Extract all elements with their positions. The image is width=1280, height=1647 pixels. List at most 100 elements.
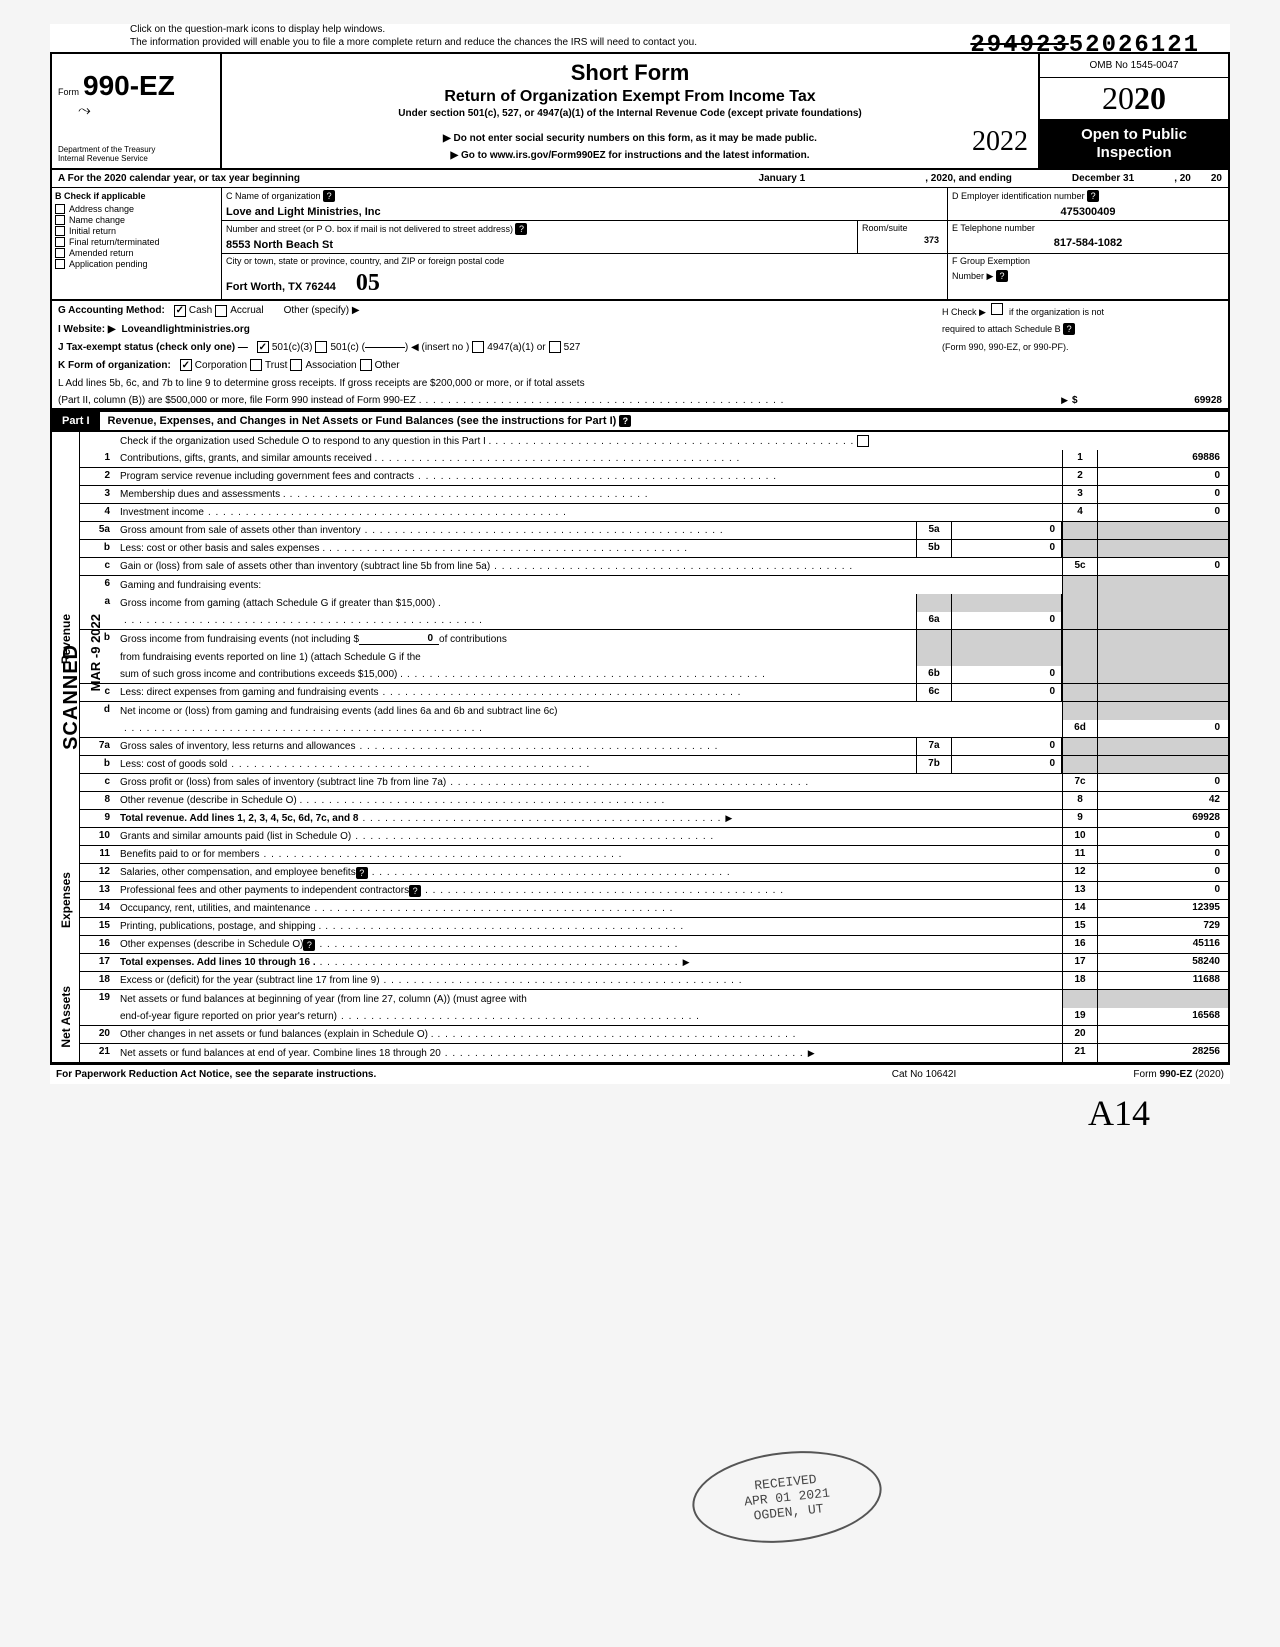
section-bcdef: B Check if applicable Address change Nam… xyxy=(50,188,1230,301)
insp-line2: Inspection xyxy=(1044,144,1224,162)
e-label: E Telephone number xyxy=(948,221,1228,235)
row-a: A For the 2020 calendar year, or tax yea… xyxy=(50,170,1230,188)
line6c-val: 0 xyxy=(952,684,1062,701)
line9-val: 69928 xyxy=(1098,810,1228,827)
line10-desc: Grants and similar amounts paid (list in… xyxy=(120,831,351,842)
l-text2: (Part II, column (B)) are $500,000 or mo… xyxy=(58,395,421,406)
h-txt1: H Check ▶ xyxy=(942,307,986,317)
title-under: Under section 501(c), 527, or 4947(a)(1)… xyxy=(232,108,1028,119)
chk-other-org[interactable] xyxy=(360,359,372,371)
rowA-pre: A For the 2020 calendar year, or tax yea… xyxy=(58,173,300,184)
line7b-val: 0 xyxy=(952,756,1062,773)
line4-val: 0 xyxy=(1098,504,1228,521)
col-b: B Check if applicable Address change Nam… xyxy=(52,188,222,299)
line5a-val: 0 xyxy=(952,522,1062,539)
scanned-stamp: SCANNED xyxy=(60,644,83,750)
chk-schedule-o[interactable] xyxy=(857,435,869,447)
dept-text: Department of the Treasury Internal Reve… xyxy=(58,146,155,164)
line6b-d2: from fundraising events reported on line… xyxy=(120,652,421,663)
addr-label: Number and street (or P O. box if mail i… xyxy=(226,224,513,234)
line3-val: 0 xyxy=(1098,486,1228,503)
h-txt3: required to attach Schedule B xyxy=(942,324,1061,334)
footer-left: For Paperwork Reduction Act Notice, see … xyxy=(56,1069,824,1080)
g-other: Other (specify) ▶ xyxy=(284,305,360,316)
revenue-side-label: Revenue xyxy=(52,450,80,828)
part1-check-text: Check if the organization used Schedule … xyxy=(120,436,491,447)
line6d-desc: Net income or (loss) from gaming and fun… xyxy=(120,706,557,717)
insp-line1: Open to Public xyxy=(1044,126,1224,144)
chk-cash[interactable]: ✓ xyxy=(174,305,186,317)
line6b-d3: sum of such gross income and contributio… xyxy=(120,669,403,680)
line5b-val: 0 xyxy=(952,540,1062,557)
line-l1: L Add lines 5b, 6c, and 7b to line 9 to … xyxy=(50,374,1230,392)
chk-501c[interactable] xyxy=(315,341,327,353)
omb-number: OMB No 1545-0047 xyxy=(1040,54,1228,78)
help-icon[interactable]: ? xyxy=(409,885,421,897)
line15-desc: Printing, publications, postage, and shi… xyxy=(120,921,321,932)
year-outline: 20 xyxy=(1102,80,1134,116)
help-icon[interactable]: ? xyxy=(356,867,368,879)
line9-desc: Total revenue. Add lines 1, 2, 3, 4, 5c,… xyxy=(120,813,358,824)
l-value: 69928 xyxy=(1092,395,1222,406)
line8-desc: Other revenue (describe in Schedule O) . xyxy=(120,795,302,806)
chk-4947[interactable] xyxy=(472,341,484,353)
swoosh-icon: ⤳ xyxy=(78,102,214,120)
chk-accrual[interactable] xyxy=(215,305,227,317)
chk-final-return[interactable]: Final return/terminated xyxy=(55,237,218,247)
line14-val: 12395 xyxy=(1098,900,1228,917)
line16-desc: Other expenses (describe in Schedule O) xyxy=(120,939,303,950)
chk-527[interactable] xyxy=(549,341,561,353)
room-suite: Room/suite 373 xyxy=(857,221,947,253)
chk-address-change[interactable]: Address change xyxy=(55,204,218,214)
ein-value: 475300409 xyxy=(948,204,1228,220)
line-l2: (Part II, column (B)) are $500,000 or mo… xyxy=(50,392,1230,410)
help-icon[interactable]: ? xyxy=(303,939,315,951)
part1-title: Revenue, Expenses, and Changes in Net As… xyxy=(100,412,1228,430)
chk-amended-return[interactable]: Amended return xyxy=(55,248,218,258)
rowA-end1: December 31 xyxy=(1072,173,1134,184)
chk-initial-return[interactable]: Initial return xyxy=(55,226,218,236)
signature-05: 05 xyxy=(356,270,380,297)
help-icon[interactable]: ? xyxy=(1063,323,1075,335)
line-g: G Accounting Method: ✓Cash Accrual Other… xyxy=(50,301,1230,320)
chk-h[interactable] xyxy=(991,303,1003,315)
chk-application-pending[interactable]: Application pending xyxy=(55,259,218,269)
chk-501c3[interactable]: ✓ xyxy=(257,341,269,353)
chk-corporation[interactable]: ✓ xyxy=(180,359,192,371)
form-page: 29492352026121 Click on the question-mar… xyxy=(50,24,1230,1084)
h-txt4: (Form 990, 990-EZ, or 990-PF). xyxy=(942,342,1222,352)
line6b-val: 0 xyxy=(952,666,1062,683)
line5c-desc: Gain or (loss) from sale of assets other… xyxy=(120,561,490,572)
line7a-val: 0 xyxy=(952,738,1062,755)
footer: For Paperwork Reduction Act Notice, see … xyxy=(50,1064,1230,1084)
line12-val: 0 xyxy=(1098,864,1228,881)
line5b-desc: Less: cost or other basis and sales expe… xyxy=(120,543,325,554)
rowA-end3: 20 xyxy=(1211,173,1222,184)
line11-desc: Benefits paid to or for members xyxy=(120,849,260,860)
street-address: 8553 North Beach St xyxy=(222,237,857,253)
chk-association[interactable] xyxy=(290,359,302,371)
help-icon[interactable]: ? xyxy=(323,190,335,202)
arrow-icon xyxy=(1057,395,1072,406)
line6c-desc: Less: direct expenses from gaming and fu… xyxy=(120,687,378,698)
inspection-box: Open to Public Inspection xyxy=(1040,120,1228,168)
f-label2: Number ▶ xyxy=(952,271,993,281)
b-header: B Check if applicable xyxy=(55,191,218,201)
line4-desc: Investment income xyxy=(120,507,204,518)
signature-bottom: A14 xyxy=(1088,1092,1150,1134)
line7c-val: 0 xyxy=(1098,774,1228,791)
line6-desc: Gaming and fundraising events: xyxy=(120,580,261,591)
help-icon[interactable]: ? xyxy=(1087,190,1099,202)
help-icon[interactable]: ? xyxy=(996,270,1008,282)
d-label: D Employer identification number xyxy=(952,191,1085,201)
chk-trust[interactable] xyxy=(250,359,262,371)
j-label: J Tax-exempt status (check only one) — xyxy=(58,342,248,353)
line1-val: 69886 xyxy=(1098,450,1228,467)
line16-val: 45116 xyxy=(1098,936,1228,953)
help-icon[interactable]: ? xyxy=(619,415,631,427)
chk-name-change[interactable]: Name change xyxy=(55,215,218,225)
room-value: 373 xyxy=(862,233,943,247)
help-icon[interactable]: ? xyxy=(515,223,527,235)
line6a-val: 0 xyxy=(952,612,1062,629)
rowA-mid: January 1 xyxy=(759,173,806,184)
